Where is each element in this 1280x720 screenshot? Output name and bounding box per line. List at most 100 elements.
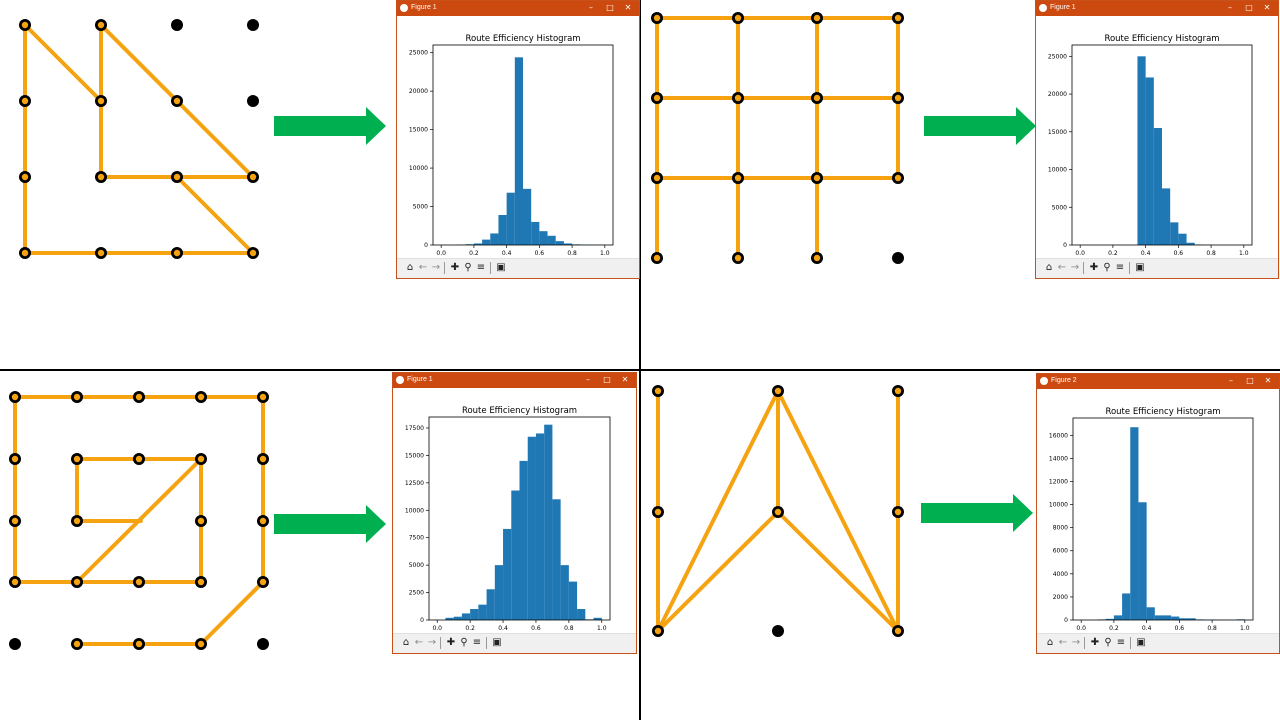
graph-node-inactive — [247, 95, 259, 107]
graph-node-active — [257, 515, 269, 527]
histogram-chart: Route Efficiency Histogram 0.0 0.2 0.4 0.6 0.… — [393, 388, 634, 634]
histogram-bar — [490, 233, 499, 245]
graph-node-active — [71, 453, 83, 465]
y-tick-label: 2500 — [409, 590, 424, 597]
x-tick-label: 1.0 — [600, 250, 610, 257]
plot-frame — [432, 44, 614, 246]
pan-icon[interactable]: ✚ — [1089, 262, 1099, 273]
y-tick-label: 15000 — [409, 127, 428, 134]
histogram-bar — [511, 490, 520, 620]
graph-node-inactive — [772, 625, 784, 637]
figure-toolbar: ⌂ ← → ✚ ⚲ ≡ ▣ — [1036, 258, 1278, 278]
y-tick-label: 0 — [424, 242, 428, 249]
y-tick-label: 25000 — [1048, 53, 1067, 60]
minimize-button[interactable]: – — [1229, 376, 1233, 385]
graph-node-active — [95, 247, 107, 259]
forward-arrow-icon[interactable]: → — [1070, 262, 1080, 273]
histogram-bar — [531, 221, 540, 245]
back-arrow-icon[interactable]: ← — [414, 637, 424, 648]
histogram-bar — [1122, 593, 1131, 620]
back-arrow-icon[interactable]: ← — [418, 262, 428, 273]
x-tick-label: 0.2 — [1108, 250, 1118, 257]
home-icon[interactable]: ⌂ — [1045, 262, 1053, 273]
graph-node-active — [772, 385, 784, 397]
y-tick-label: 0 — [1063, 242, 1067, 249]
graph-node-active — [811, 252, 823, 264]
configure-icon[interactable]: ≡ — [1115, 262, 1125, 273]
graph-edge — [776, 389, 900, 633]
home-icon[interactable]: ⌂ — [1046, 637, 1054, 648]
zoom-icon[interactable]: ⚲ — [460, 637, 468, 648]
y-tick-label: 17500 — [405, 425, 424, 432]
graph-node-active — [171, 95, 183, 107]
x-tick-label: 0.6 — [535, 250, 545, 257]
y-tick-label: 10000 — [409, 165, 428, 172]
figure-toolbar: ⌂ ← → ✚ ⚲ ≡ ▣ — [397, 258, 639, 278]
x-tick-label: 0.6 — [1175, 625, 1185, 632]
graph-node-active — [9, 453, 21, 465]
forward-arrow-icon[interactable]: → — [431, 262, 441, 273]
histogram-bar — [547, 235, 556, 245]
maximize-button[interactable]: □ — [1245, 3, 1253, 12]
histogram-bar — [1105, 618, 1114, 620]
zoom-icon[interactable]: ⚲ — [464, 262, 472, 273]
graph-node-active — [195, 515, 207, 527]
forward-arrow-icon[interactable]: → — [1071, 637, 1081, 648]
graph-node-active — [95, 95, 107, 107]
graph-node-active — [133, 391, 145, 403]
back-arrow-icon[interactable]: ← — [1058, 637, 1068, 648]
y-tick-label: 25000 — [409, 50, 428, 57]
histogram-bar — [461, 613, 471, 620]
minimize-button[interactable]: – — [589, 3, 593, 12]
minimize-button[interactable]: – — [586, 375, 590, 384]
close-button[interactable]: ✕ — [1264, 376, 1272, 385]
pan-icon[interactable]: ✚ — [446, 637, 456, 648]
back-arrow-icon[interactable]: ← — [1057, 262, 1067, 273]
x-tick-label: 1.0 — [597, 625, 607, 632]
graph-node-active — [732, 12, 744, 24]
y-tick-label: 4000 — [1053, 571, 1068, 578]
save-icon[interactable]: ▣ — [496, 262, 506, 273]
configure-icon[interactable]: ≡ — [472, 637, 482, 648]
home-icon[interactable]: ⌂ — [402, 637, 410, 648]
figure-window: Figure 1 – □ ✕ Route Efficiency Histogram 0.0… — [392, 372, 637, 654]
minimize-button[interactable]: – — [1228, 3, 1232, 12]
histogram-chart: Route Efficiency Histogram 0.0 0.2 0.4 0.6 0.… — [1036, 16, 1276, 259]
graph-node-active — [71, 576, 83, 588]
graph-node-active — [811, 172, 823, 184]
histogram-bar — [445, 617, 454, 620]
configure-icon[interactable]: ≡ — [476, 262, 486, 273]
save-icon[interactable]: ▣ — [492, 637, 502, 648]
close-button[interactable]: ✕ — [621, 375, 629, 384]
close-button[interactable]: ✕ — [624, 3, 632, 12]
histogram-bar — [1153, 128, 1162, 245]
graph-node-active — [247, 247, 259, 259]
home-icon[interactable]: ⌂ — [406, 262, 414, 273]
zoom-icon[interactable]: ⚲ — [1104, 637, 1112, 648]
save-icon[interactable]: ▣ — [1135, 262, 1145, 273]
forward-arrow-icon[interactable]: → — [427, 637, 437, 648]
pan-icon[interactable]: ✚ — [450, 262, 460, 273]
histogram-bar — [494, 565, 504, 620]
graph-node-active — [195, 638, 207, 650]
zoom-icon[interactable]: ⚲ — [1103, 262, 1111, 273]
window-titlebar: Figure 2 – □ ✕ — [1037, 374, 1279, 389]
save-icon[interactable]: ▣ — [1136, 637, 1146, 648]
graph-node-active — [9, 391, 21, 403]
graph-node-active — [19, 95, 31, 107]
graph-edge — [23, 23, 103, 103]
y-tick-label: 20000 — [409, 88, 428, 95]
graph-node-active — [892, 92, 904, 104]
configure-icon[interactable]: ≡ — [1116, 637, 1126, 648]
maximize-button[interactable]: □ — [603, 375, 611, 384]
pan-icon[interactable]: ✚ — [1090, 637, 1100, 648]
close-button[interactable]: ✕ — [1263, 3, 1271, 12]
app-logo-icon — [1040, 377, 1048, 385]
graph-node-active — [247, 171, 259, 183]
figure-window: Figure 1 – □ ✕ Route Efficiency Histogram 0.0… — [396, 0, 640, 279]
maximize-button[interactable]: □ — [606, 3, 614, 12]
histogram-bar — [1171, 616, 1180, 620]
graph-node-active — [9, 515, 21, 527]
maximize-button[interactable]: □ — [1246, 376, 1254, 385]
graph-node-active — [652, 625, 664, 637]
